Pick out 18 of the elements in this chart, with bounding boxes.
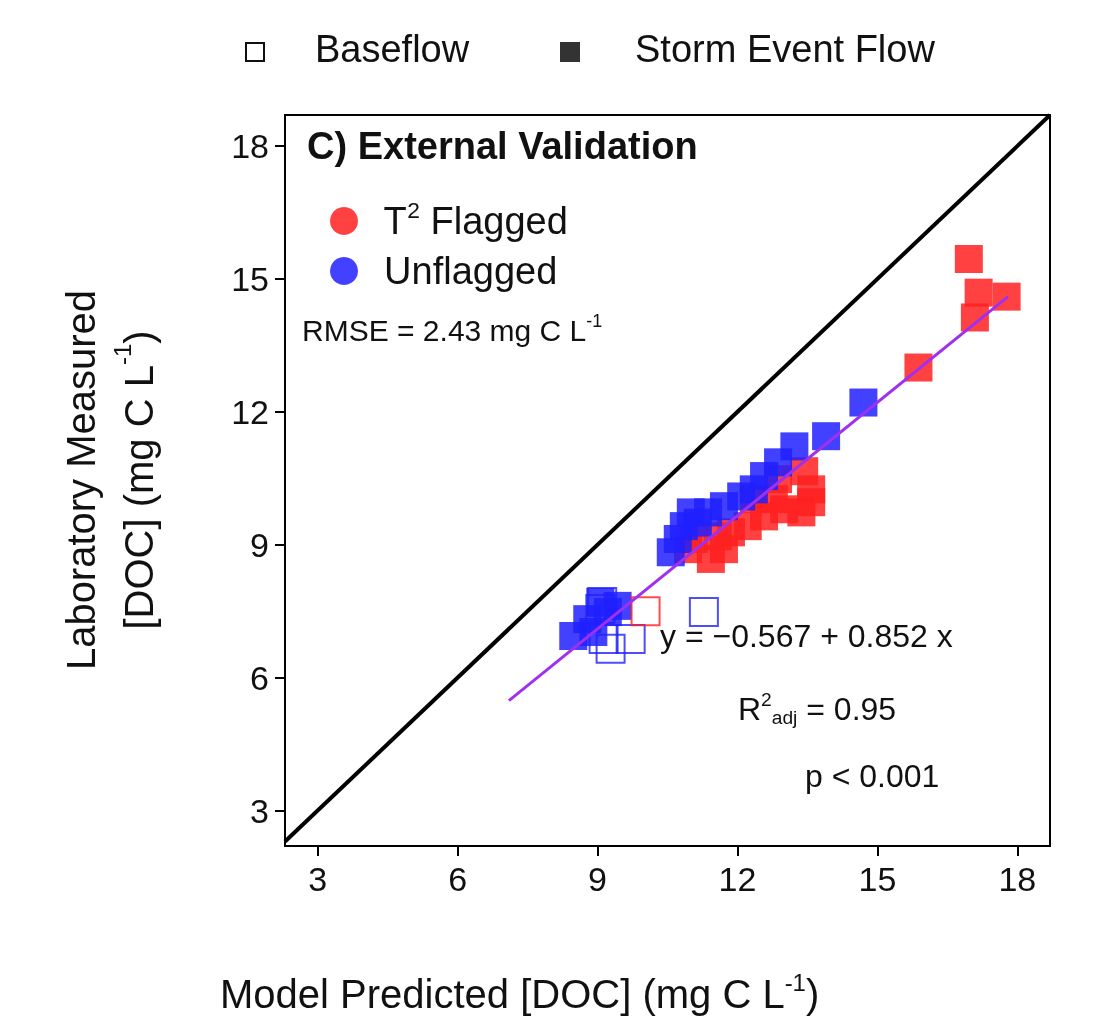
y-tick-label: 12 — [231, 392, 269, 431]
annotation: p < 0.001 — [805, 758, 940, 794]
x-tick-label: 6 — [448, 860, 468, 898]
x-tick-label: 9 — [588, 860, 607, 898]
x-tick-label: 12 — [718, 860, 757, 898]
y-tick-label: 6 — [250, 658, 269, 697]
y-tick-label: 15 — [231, 259, 269, 298]
y-tick-label: 18 — [231, 127, 269, 166]
x-tick-label: 15 — [858, 860, 897, 898]
x-tick-label: 3 — [308, 860, 328, 898]
chart-title: C) External Validation — [307, 125, 698, 167]
x-tick-label: 18 — [998, 860, 1037, 898]
legend-label: Unflagged — [363, 249, 558, 292]
y-tick-label: 9 — [250, 525, 269, 564]
annotation: y = −0.567 + 0.852 x — [660, 618, 953, 654]
text: Storm Event Flow — [635, 28, 936, 70]
y-tick-label: 3 — [250, 791, 269, 830]
text: Baseflow — [315, 28, 470, 70]
